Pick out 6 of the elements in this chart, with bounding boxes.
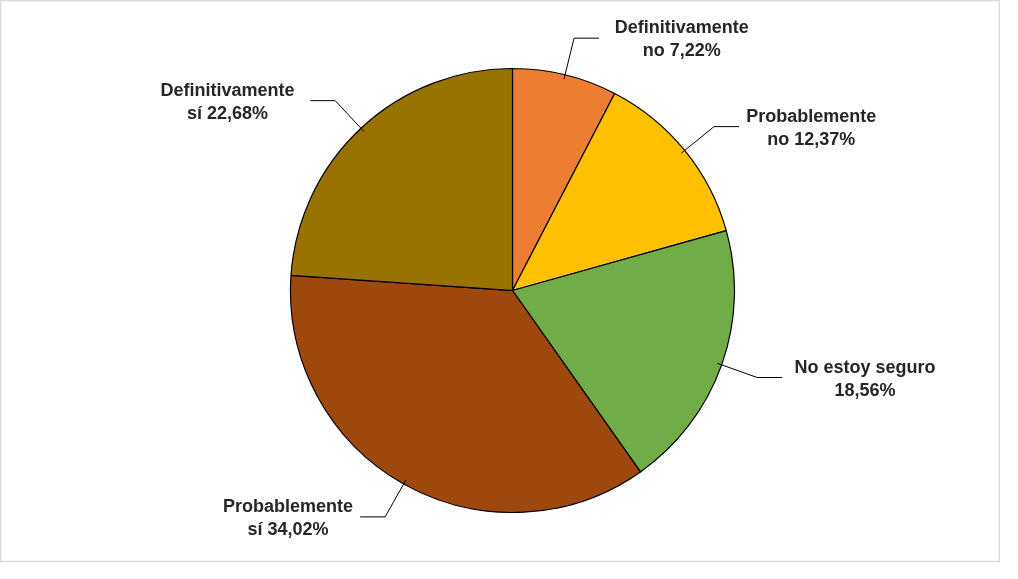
slice-label: Probablemente no 12,37% (746, 105, 877, 149)
slice-label: No estoy seguro (794, 356, 936, 377)
data-label: 18,56% (834, 379, 896, 400)
slice-label: Probablemente sí 34,02% (222, 495, 353, 539)
slice-label: Definitivamente sí 22,68% (160, 79, 295, 123)
slice-label: Definitivamente no 7,22% (614, 17, 749, 61)
